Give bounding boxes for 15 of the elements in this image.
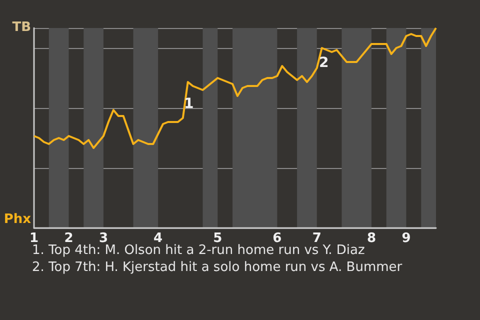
annotation: 2 [319,55,329,71]
x-tick-label: 6 [272,231,282,246]
x-tick-label: 3 [98,231,108,246]
x-tick-label: 9 [402,231,411,246]
x-tick-label: 5 [213,231,222,246]
text: 1. Top 4th: M. Olson hit a 2-run home run vs Y. Diaz [32,243,365,258]
x-tick-label: 2 [64,231,74,246]
text: TB [12,20,32,35]
text: Phx [4,212,32,227]
x-tick-label: 7 [312,231,322,246]
x-tick-label: 1 [29,231,39,246]
text: 2. Top 7th: H. Kjerstad hit a solo home run vs A. Bummer [32,260,403,275]
annotation: 1 [184,96,194,112]
x-tick-label: 8 [366,231,376,246]
x-tick-label: 4 [154,231,163,246]
